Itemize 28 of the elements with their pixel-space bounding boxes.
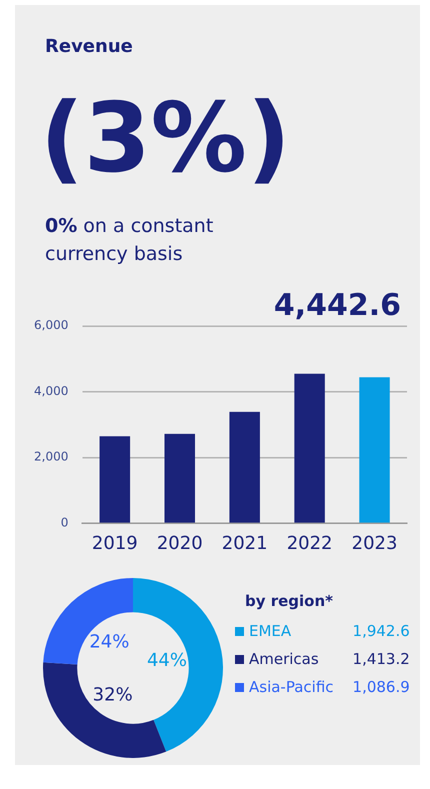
y-tick-label: 6,000 — [34, 318, 68, 332]
chart-subtitle: (3%) — [40, 81, 291, 196]
legend-label: Americas — [249, 650, 319, 668]
x-tick-label: 2023 — [352, 532, 398, 554]
bar — [100, 436, 130, 523]
text: 1,942.6 — [352, 621, 411, 642]
y-tick-label: 2,000 — [34, 450, 68, 464]
x-tick-label: 2019 — [92, 532, 138, 554]
bar — [229, 412, 260, 523]
data-label: 44% — [146, 650, 187, 672]
bar — [294, 374, 325, 523]
x-tick-label: 2021 — [222, 532, 268, 554]
y-tick-label: 4,000 — [34, 384, 68, 398]
data-label: 4,442.6 — [274, 288, 401, 323]
chart-title: Revenue — [45, 36, 133, 57]
y-tick-label: 0 — [60, 516, 68, 530]
text: by region* — [245, 592, 334, 610]
legend-label: Asia-Pacific — [249, 678, 334, 696]
legend-label: EMEA — [249, 622, 292, 640]
x-tick-label: 2020 — [156, 532, 203, 554]
text: 0% on a constant currency basis — [45, 214, 214, 267]
bar — [164, 434, 196, 523]
data-label: 24% — [89, 631, 130, 652]
bar — [359, 377, 390, 523]
data-label: 32% — [92, 684, 133, 706]
text: 1,413.2 — [352, 649, 411, 670]
text: 1,086.9 — [352, 677, 411, 698]
x-tick-label: 2022 — [286, 532, 333, 554]
